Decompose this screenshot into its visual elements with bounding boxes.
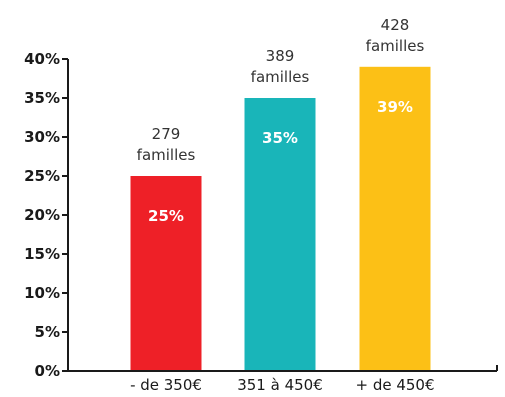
bars: 25% 279 familles 35% 389 familles 39% 428 famill… xyxy=(130,16,431,372)
bar-top-label: 279 xyxy=(152,125,181,143)
bar-top-label: familles xyxy=(251,68,310,86)
x-axis: - de 350€ 351 à 450€ + de 450€ xyxy=(68,365,498,394)
y-axis: 0% 5% 10% 15% 20% 25% 30% 35% 40% xyxy=(24,50,69,380)
x-category-label: 351 à 450€ xyxy=(237,376,323,394)
bar-top-label: 389 xyxy=(266,47,295,65)
x-category-label: + de 450€ xyxy=(355,376,434,394)
bar-value-label: 39% xyxy=(377,98,413,116)
y-tick-label: 0% xyxy=(35,362,60,380)
bar xyxy=(130,176,202,371)
x-category-label: - de 350€ xyxy=(130,376,202,394)
y-tick-label: 25% xyxy=(24,167,60,185)
y-tick-label: 5% xyxy=(35,323,60,341)
bar-value-label: 25% xyxy=(148,207,184,225)
bar-value-label: 35% xyxy=(262,129,298,147)
y-tick-label: 35% xyxy=(24,89,60,107)
y-tick-label: 10% xyxy=(24,284,60,302)
y-tick-label: 40% xyxy=(24,50,60,68)
y-tick-label: 20% xyxy=(24,206,60,224)
bar xyxy=(359,66,431,372)
y-tick-label: 15% xyxy=(24,245,60,263)
bar-top-label: 428 xyxy=(381,16,410,34)
bar xyxy=(244,98,316,371)
bar-top-label: familles xyxy=(137,146,196,164)
y-tick-label: 30% xyxy=(24,128,60,146)
bar-top-label: familles xyxy=(366,37,425,55)
